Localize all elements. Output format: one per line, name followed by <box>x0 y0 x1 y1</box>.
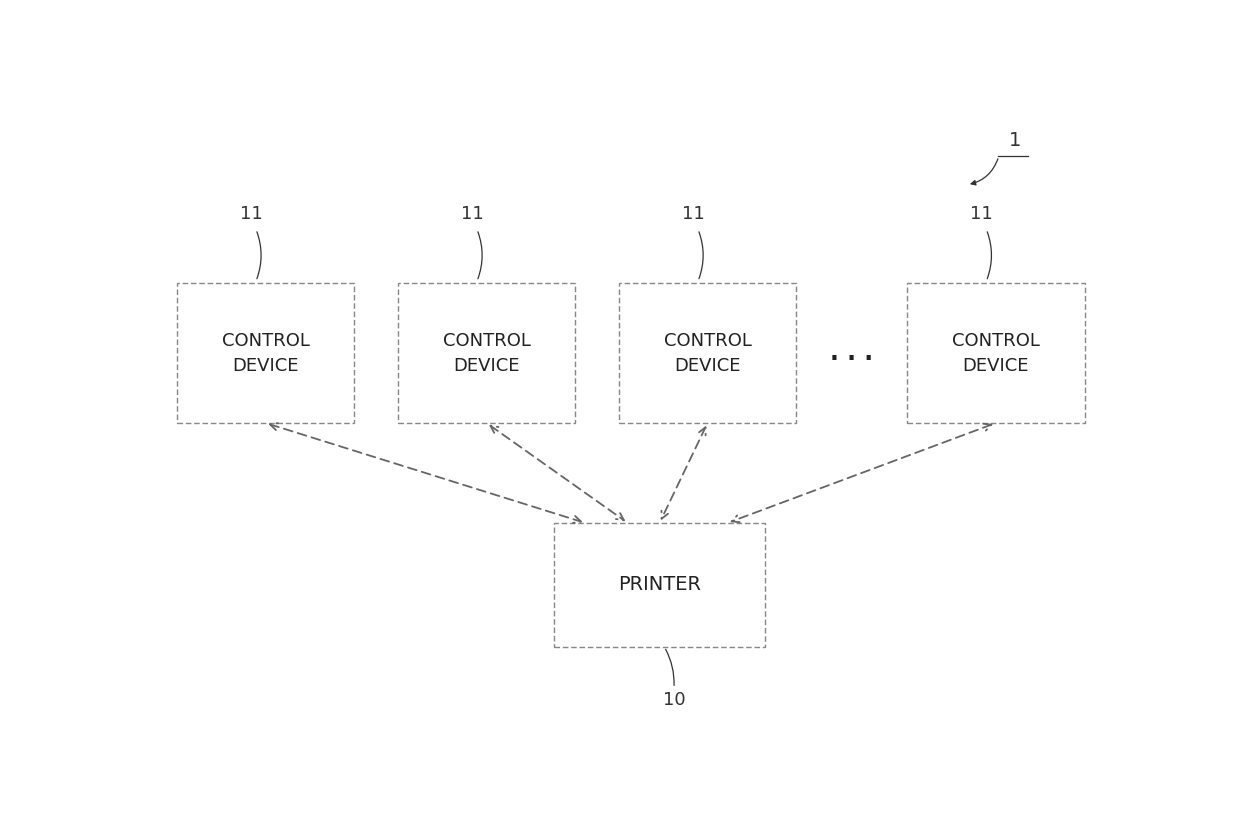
Text: CONTROL
DEVICE: CONTROL DEVICE <box>222 332 310 375</box>
Bar <box>906 283 1085 423</box>
Text: 11: 11 <box>970 205 993 223</box>
Bar <box>554 523 765 647</box>
Bar <box>176 283 355 423</box>
Text: 11: 11 <box>682 205 704 223</box>
Text: PRINTER: PRINTER <box>618 576 701 595</box>
Bar <box>398 283 575 423</box>
Text: . . .: . . . <box>830 341 873 365</box>
Bar <box>619 283 796 423</box>
Text: 10: 10 <box>662 691 686 710</box>
Text: 11: 11 <box>239 205 263 223</box>
Text: CONTROL
DEVICE: CONTROL DEVICE <box>663 332 751 375</box>
Text: CONTROL
DEVICE: CONTROL DEVICE <box>952 332 1040 375</box>
Text: CONTROL
DEVICE: CONTROL DEVICE <box>443 332 531 375</box>
Text: 11: 11 <box>461 205 484 223</box>
Text: 1: 1 <box>1009 131 1022 150</box>
